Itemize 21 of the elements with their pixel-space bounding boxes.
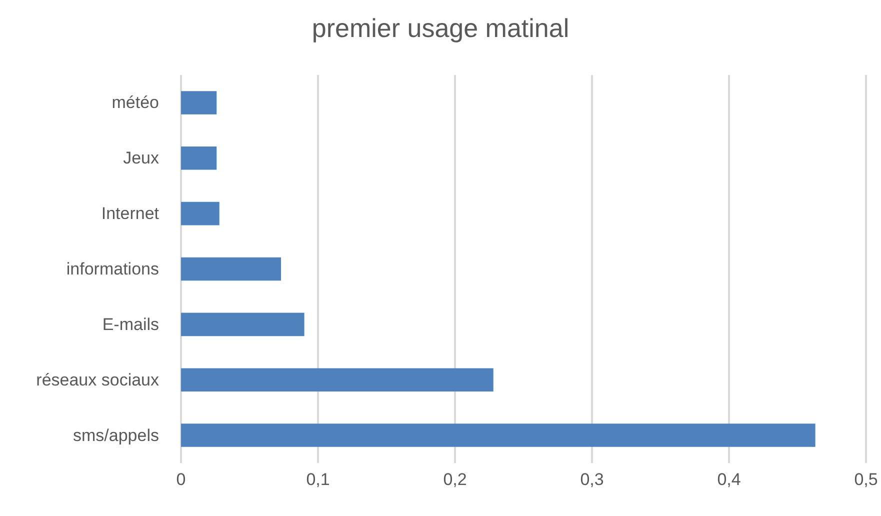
x-tick-label: 0,3	[580, 470, 604, 489]
chart-title: premier usage matinal	[312, 13, 570, 43]
bar	[181, 202, 220, 226]
x-tick-label: 0,5	[854, 470, 878, 489]
y-tick-label: réseaux sociaux	[36, 370, 160, 390]
bar	[181, 424, 816, 447]
x-tick-label: 0,2	[443, 470, 467, 489]
y-tick-label: E-mails	[102, 314, 159, 334]
bar	[181, 368, 494, 392]
y-tick-label: sms/appels	[73, 426, 159, 445]
x-tick-label: 0,4	[717, 470, 741, 489]
y-tick-label: Jeux	[123, 148, 160, 168]
y-tick-label: Internet	[101, 204, 160, 224]
bar	[181, 146, 217, 170]
bar	[181, 312, 304, 336]
x-tick-label: 0	[176, 470, 186, 489]
bar	[181, 257, 282, 281]
y-tick-label: informations	[66, 260, 159, 278]
y-tick-label: météo	[112, 93, 159, 112]
bar	[181, 91, 217, 114]
x-tick-label: 0,1	[306, 470, 330, 489]
